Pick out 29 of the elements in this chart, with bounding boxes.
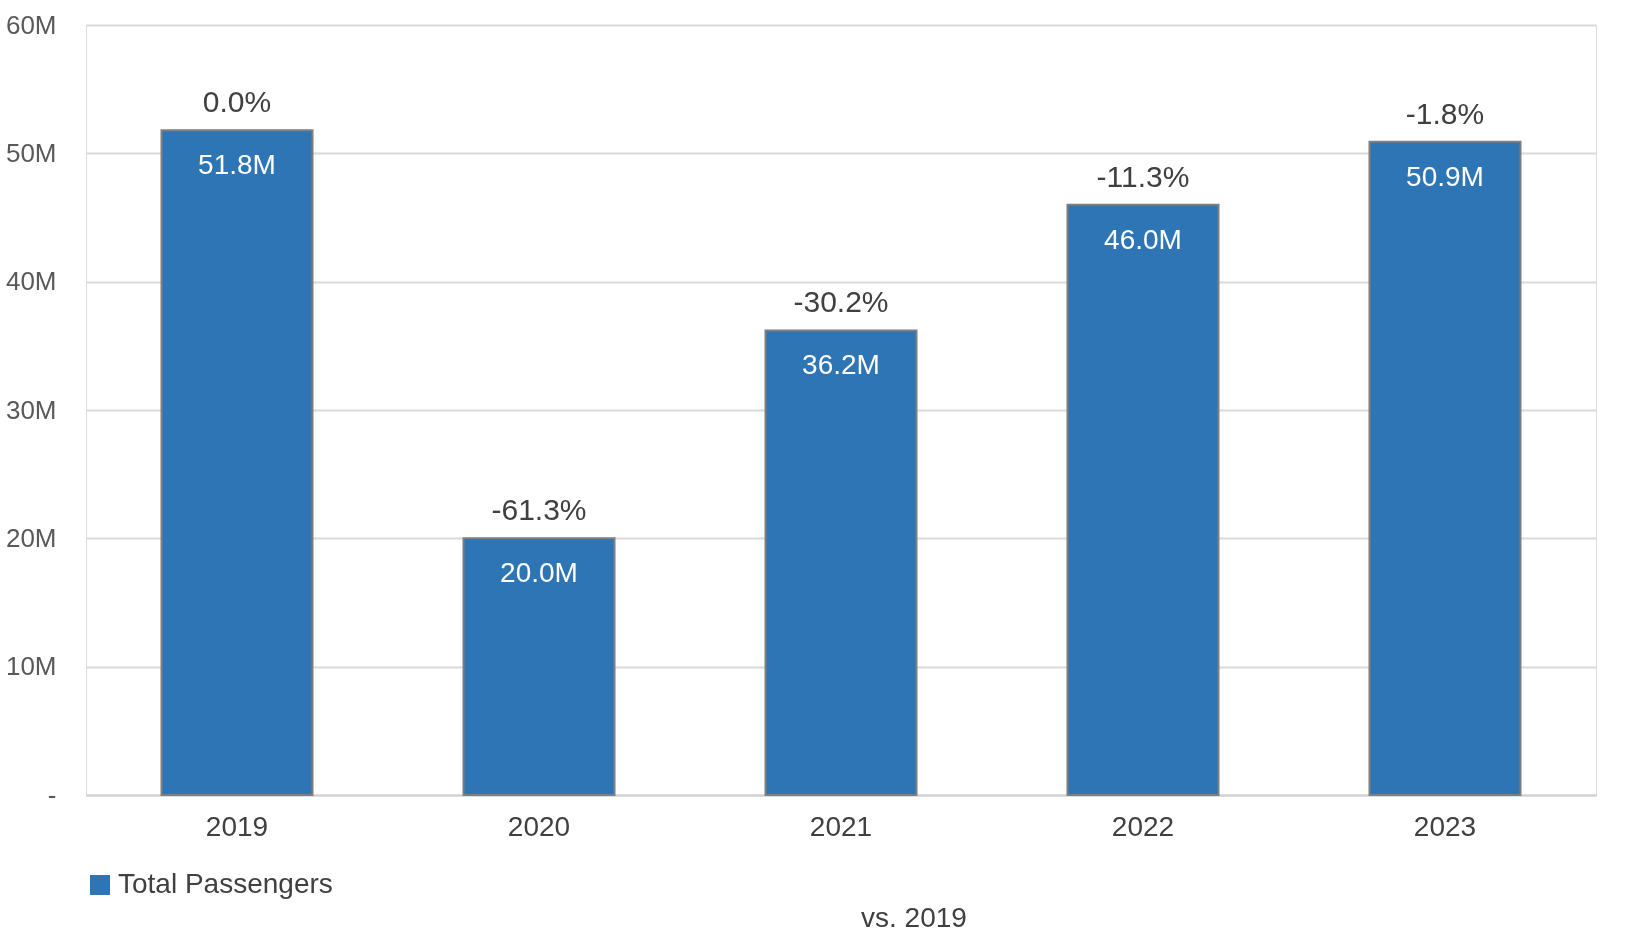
data-label: 50.9M [1406, 160, 1484, 192]
bar [462, 537, 616, 796]
y-tick-label: 30M [5, 394, 57, 425]
y-tick-label: 10M [5, 651, 57, 682]
bar [160, 129, 314, 796]
data-label: 51.8M [198, 149, 276, 181]
x-tick-label: 2020 [507, 810, 571, 842]
y-tick-label: 60M [5, 9, 57, 40]
text: vs. 2019 [861, 902, 967, 933]
y-tick-label: - [47, 779, 57, 810]
data-label: 36.2M [802, 349, 880, 381]
x-tick-label: 2019 [205, 810, 269, 842]
x-tick-label: 2023 [1413, 810, 1477, 842]
annotation: -11.3% [1096, 159, 1190, 193]
data-label: 20.0M [500, 557, 578, 589]
bar [764, 329, 918, 796]
annotation: -30.2% [793, 285, 889, 319]
annotation: -1.8% [1405, 96, 1485, 130]
annotation: 0.0% [202, 85, 272, 119]
legend-label: Total Passengers [118, 868, 333, 899]
bar [1066, 203, 1220, 796]
y-tick-label: 40M [5, 266, 57, 297]
x-tick-label: 2022 [1111, 810, 1175, 842]
y-tick-label: 20M [5, 522, 57, 553]
data-label: 46.0M [1104, 223, 1182, 255]
annotation: -61.3% [491, 493, 587, 527]
x-tick-label: 2021 [809, 810, 873, 842]
bar [1368, 140, 1522, 796]
y-tick-label: 50M [5, 137, 57, 168]
